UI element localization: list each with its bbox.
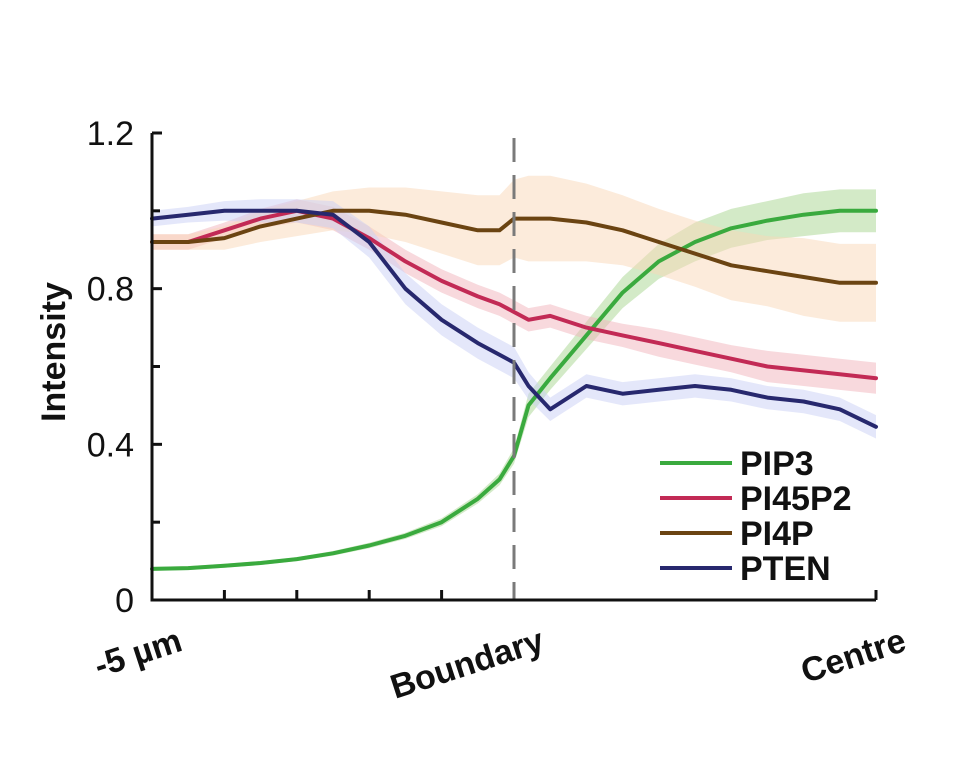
- legend-label-pten: PTEN: [740, 550, 831, 588]
- y-tick-label: 1.2: [87, 115, 134, 153]
- axes: 0 0.4 0.8 1.2: [87, 115, 878, 620]
- legend-label-pi45p2: PI45P2: [740, 480, 852, 518]
- x-category-label-5-m: -5 µm: [90, 621, 187, 685]
- y-axis-title-group: Intensity: [35, 282, 73, 422]
- band-pi45p2: [152, 199, 876, 394]
- y-tick-label: 0.4: [87, 426, 134, 464]
- series-line-pi45p2: [150, 208, 878, 381]
- band-pten: [152, 199, 876, 439]
- x-category-labels: -5 µm Boundary Centre: [90, 621, 911, 706]
- legend-label-pi4p: PI4P: [740, 515, 814, 553]
- y-tick-label: 0: [115, 582, 134, 620]
- legend-label-pip3: PIP3: [740, 445, 814, 483]
- band-pip3: [152, 189, 876, 571]
- x-category-label-boundary: Boundary: [386, 621, 549, 706]
- y-tick-label: 0.8: [87, 271, 134, 309]
- x-category-label-centre: Centre: [796, 621, 910, 690]
- y-axis-title: Intensity: [35, 282, 73, 422]
